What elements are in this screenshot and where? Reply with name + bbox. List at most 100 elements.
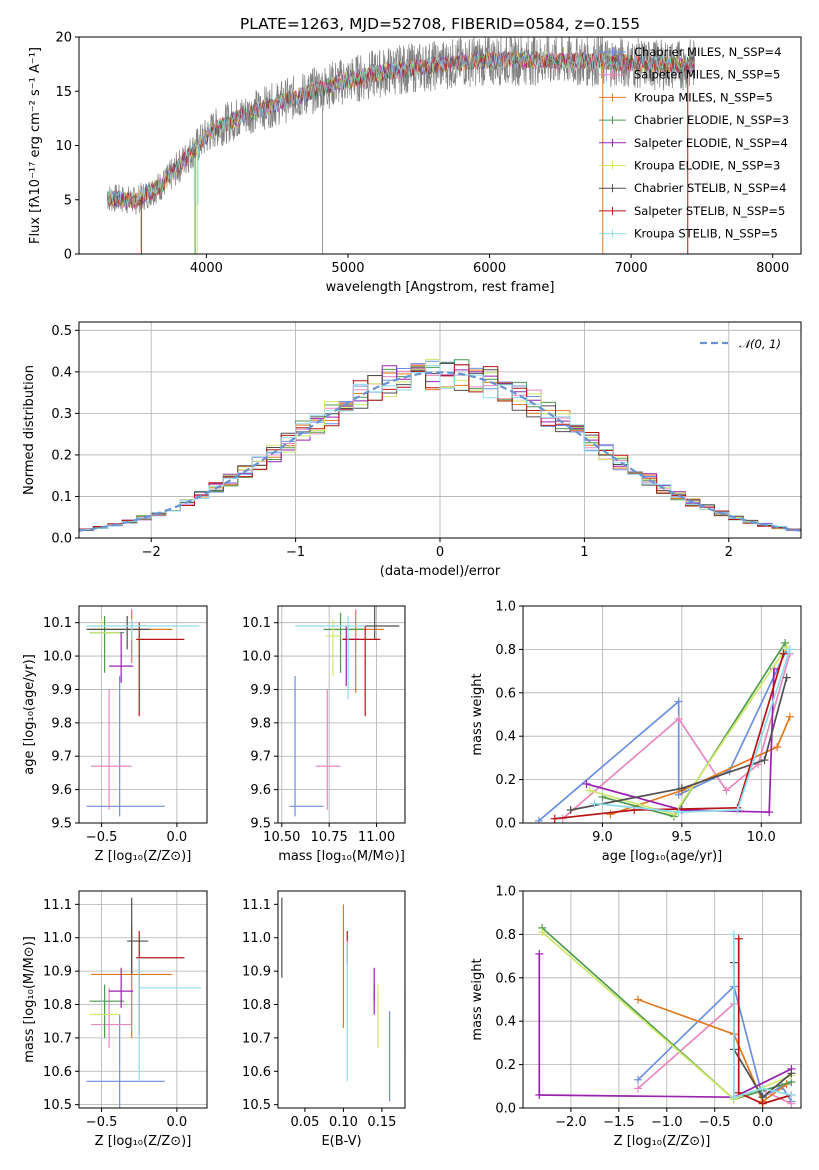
legend-label-1: Salpeter MILES, N_SSP=5 [634, 68, 780, 82]
series-marker-0 [674, 697, 683, 706]
legend-label: 𝒩(0, 1) [739, 337, 781, 351]
y-tick-label: 10.6 [43, 1065, 72, 1080]
x-axis-label: (data-model)/error [380, 564, 501, 579]
chart-title: PLATE=1263, MJD=52708, FIBERID=0584, z=0… [240, 15, 640, 33]
y-tick-label: 10 [55, 139, 72, 154]
panel-weights-vs-age: 9.0 9.5 10.0 0.0 0.2 0.4 0.6 0.8 1.0 age [log₁₀(a… [470, 600, 802, 864]
y-tick-label: 0.2 [51, 448, 72, 463]
x-tick-label: −2.0 [555, 1115, 587, 1130]
panel-residuals: −2 −1 0 1 2 0.0 0.1 0.2 0.3 0.4 0.5 (data-model)/er… [22, 321, 802, 579]
y-tick-label: 9.8 [51, 716, 72, 731]
y-tick-label: 10.7 [242, 1031, 271, 1046]
x-tick-label: 0.0 [167, 830, 188, 845]
x-tick-label: 0.0 [167, 1115, 188, 1130]
legend-label-7: Salpeter STELIB, N_SSP=5 [634, 204, 785, 218]
y-tick-label: 0 [64, 248, 72, 263]
axes-frame [78, 890, 208, 1109]
x-tick-label: 1 [580, 545, 588, 560]
series-marker-8 [787, 1090, 796, 1099]
x-tick-label: 7000 [615, 261, 648, 276]
series-marker-8 [785, 645, 794, 654]
axes-frame [522, 890, 802, 1109]
x-tick-label: 0.10 [329, 1115, 358, 1130]
series-line-2 [610, 716, 791, 816]
normal-curve [79, 371, 801, 532]
y-tick-label: 10.8 [242, 998, 271, 1013]
x-tick-label: 8000 [756, 261, 789, 276]
y-tick-label: 10.7 [43, 1031, 72, 1046]
series-marker-6 [787, 1069, 796, 1078]
series-line-7 [554, 653, 785, 820]
axes-frame [277, 605, 406, 824]
x-tick-label: −0.5 [86, 1115, 118, 1130]
series-marker-8 [758, 1084, 767, 1093]
series-marker-7 [550, 814, 559, 823]
point-0 [86, 676, 165, 817]
y-tick-label: 10.5 [43, 1098, 72, 1113]
series-line-3 [602, 642, 786, 818]
x-axis-label: mass [log₁₀(M/M⊙)] [278, 849, 405, 864]
series-marker-8 [733, 805, 742, 814]
y-tick-label: 15 [55, 85, 72, 100]
y-tick-label: 10.0 [43, 650, 72, 665]
legend-label-0: Chabrier MILES, N_SSP=4 [634, 45, 781, 59]
y-tick-label: 0.5 [51, 324, 72, 339]
y-tick-label: 10.9 [242, 965, 271, 980]
y-tick-label: 0.4 [495, 730, 516, 745]
series-marker-6 [677, 784, 686, 793]
series-marker-1 [722, 786, 731, 795]
series-line-8 [733, 934, 792, 1099]
point-3 [323, 612, 364, 673]
x-tick-label: 0.05 [290, 1115, 319, 1130]
y-tick-label: 1.0 [495, 885, 516, 900]
y-tick-label: 9.6 [250, 783, 271, 798]
plot-area [106, 37, 696, 254]
series-marker-8 [590, 799, 599, 808]
y-tick-label: 10.1 [43, 616, 72, 631]
series-marker-4 [765, 808, 774, 817]
x-tick-label: −1.0 [651, 1115, 683, 1130]
y-axis-label: mass weight [470, 958, 485, 1040]
point-5 [89, 619, 120, 647]
series-marker-1 [674, 714, 683, 723]
x-tick-label: 4000 [190, 261, 223, 276]
series-marker-8 [729, 930, 738, 939]
y-tick-label: 9.8 [250, 716, 271, 731]
y-tick-label: 9.9 [51, 683, 72, 698]
y-tick-label: 0.8 [495, 643, 516, 658]
x-tick-label: −1 [286, 545, 305, 560]
y-tick-label: 9.6 [51, 783, 72, 798]
series-marker-6 [566, 805, 575, 814]
y-tick-label: 9.7 [51, 750, 72, 765]
series-line-7 [737, 938, 792, 1105]
x-axis-label: Z [log₁₀(Z/Z⊙)] [95, 1134, 192, 1149]
y-tick-label: 0.2 [495, 1058, 516, 1073]
point-1 [91, 987, 132, 1048]
x-tick-label: 0.15 [367, 1115, 396, 1130]
series-line-4 [538, 953, 792, 1099]
y-tick-label: 0.0 [51, 532, 72, 547]
y-tick-label: 20 [55, 31, 72, 46]
observed-spectrum [106, 37, 696, 215]
series-line-2 [637, 998, 788, 1103]
y-tick-label: 9.5 [250, 817, 271, 832]
y-tick-label: 0.4 [495, 1015, 516, 1030]
y-tick-label: 11.1 [43, 898, 72, 913]
point-7 [342, 626, 381, 717]
y-tick-label: 0.6 [495, 686, 516, 701]
y-tick-label: 9.5 [51, 817, 72, 832]
panel-age-vs-Z: −0.5 0.0 9.5 9.6 9.7 9.8 9.9 10.0 10.1 Z [log₁₀(Z… [22, 605, 208, 864]
x-tick-label: 11.00 [358, 830, 395, 845]
y-tick-label: 10.1 [242, 616, 271, 631]
series-line-8 [594, 649, 791, 813]
point-8 [86, 619, 200, 640]
y-tick-label: 11.0 [43, 931, 72, 946]
series-marker-2 [785, 712, 794, 721]
x-tick-label: −2 [142, 545, 161, 560]
series-marker-8 [729, 1093, 738, 1102]
point-0 [86, 1014, 165, 1108]
plot-area [79, 358, 801, 532]
y-tick-label: 0.0 [495, 1102, 516, 1117]
point-3 [89, 984, 125, 1038]
x-tick-label: 10.50 [263, 830, 300, 845]
